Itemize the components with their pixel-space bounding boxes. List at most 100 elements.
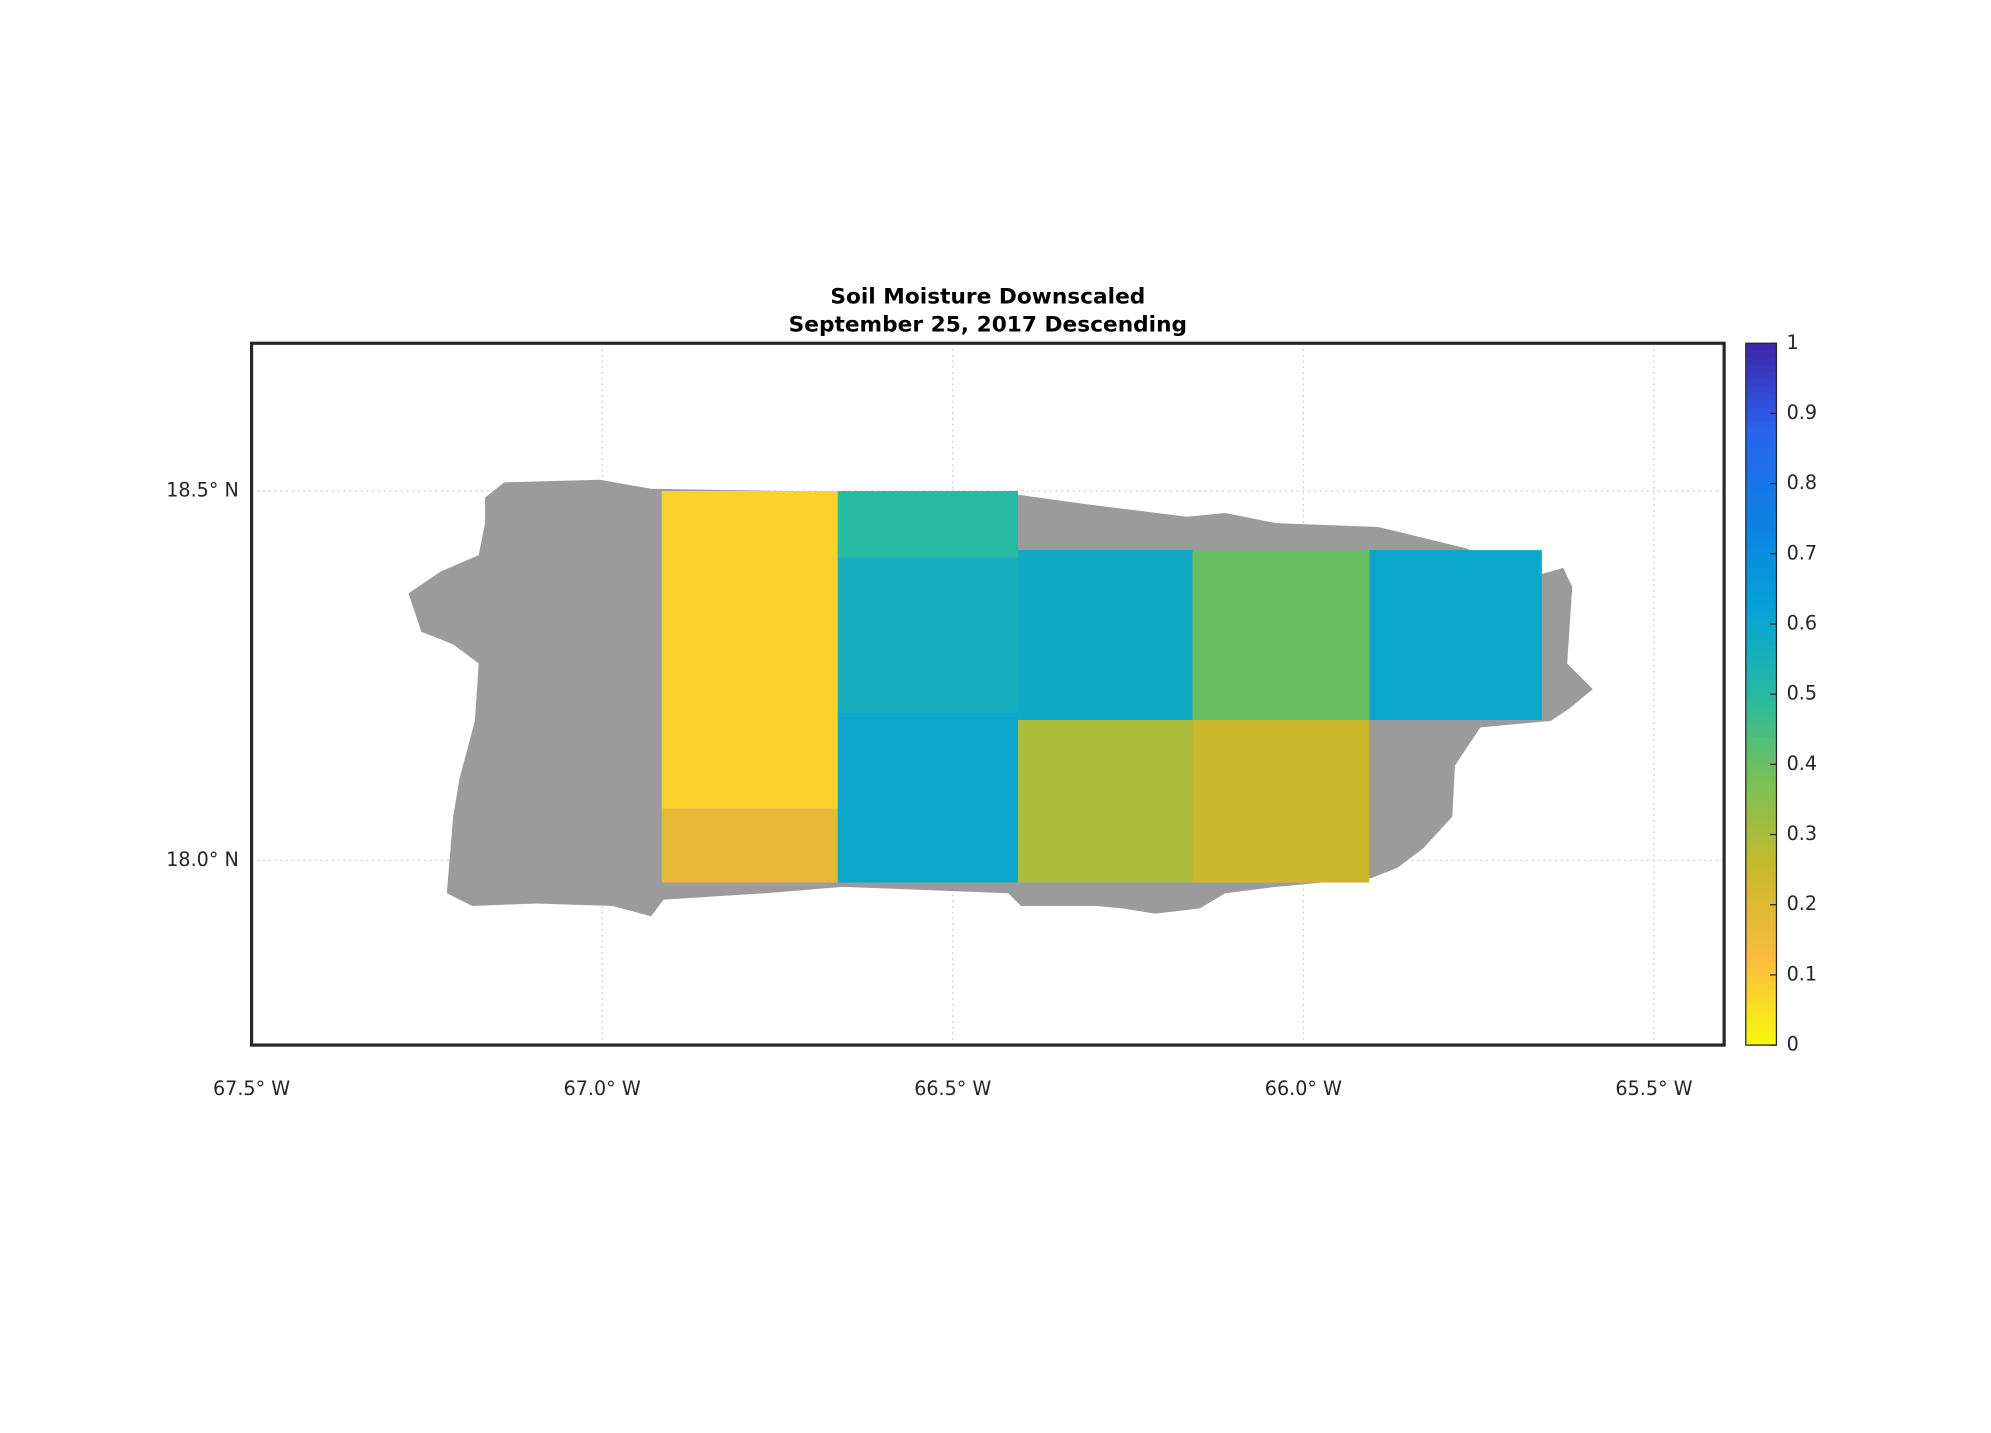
colorbar-tick-label: 0.1	[1787, 962, 1817, 985]
colorbar-step	[1745, 666, 1777, 674]
colorbar-step	[1745, 778, 1777, 787]
x-tick-label: 67.5° W	[213, 1077, 290, 1100]
colorbar-step	[1745, 883, 1777, 892]
colorbar-step	[1745, 427, 1777, 436]
colorbar-step	[1745, 708, 1777, 716]
colorbar-step	[1745, 609, 1777, 618]
colorbar-step	[1745, 1017, 1777, 1025]
colorbar-step	[1745, 581, 1777, 590]
colorbar-step	[1745, 553, 1777, 562]
colorbar-step	[1745, 645, 1777, 653]
colorbar-step	[1745, 820, 1777, 829]
colorbar-step	[1745, 890, 1777, 899]
colorbar-step	[1745, 525, 1777, 534]
colorbar-step	[1745, 532, 1777, 541]
colorbar-step	[1745, 385, 1777, 394]
colorbar-step	[1745, 476, 1777, 485]
colorbar-step	[1745, 448, 1777, 457]
colorbar-step	[1745, 918, 1777, 927]
colorbar-step	[1745, 595, 1777, 604]
y-tick-label: 18.0° N	[166, 848, 239, 871]
colorbar-step	[1745, 911, 1777, 920]
colorbar-step	[1745, 995, 1777, 1004]
colorbar-step	[1745, 953, 1777, 962]
colorbar-step	[1745, 518, 1777, 527]
colorbar-step	[1745, 371, 1777, 379]
colorbar-step	[1745, 364, 1777, 372]
colorbar-step	[1745, 736, 1777, 744]
colorbar-step	[1745, 827, 1777, 836]
data-cell	[661, 491, 838, 809]
colorbar-step	[1745, 785, 1777, 794]
colorbar-tick-label: 0.2	[1787, 892, 1817, 915]
colorbar-step	[1745, 967, 1777, 976]
colorbar-step	[1745, 1009, 1777, 1018]
colorbar-step	[1745, 539, 1777, 548]
colorbar-step	[1745, 406, 1777, 415]
colorbar-step	[1745, 813, 1777, 822]
colorbar-step	[1745, 497, 1777, 506]
colorbar-step	[1745, 1002, 1777, 1011]
colorbar-step	[1745, 680, 1777, 688]
colorbar-step	[1745, 869, 1777, 878]
colorbar-step	[1745, 925, 1777, 934]
colorbar-step	[1745, 722, 1777, 730]
colorbar-step	[1745, 399, 1777, 408]
colorbar-step	[1745, 567, 1777, 576]
colorbar-tick-label: 1	[1787, 331, 1799, 354]
colorbar-tick-label: 0.8	[1787, 471, 1817, 494]
colorbar-step	[1745, 504, 1777, 513]
x-tick-label: 67.0° W	[564, 1077, 641, 1100]
colorbar-step	[1745, 441, 1777, 450]
x-tick-label: 66.5° W	[914, 1077, 991, 1100]
colorbar-step	[1745, 1031, 1777, 1039]
colorbar-tick-label: 0.5	[1787, 682, 1817, 705]
colorbar-step	[1745, 750, 1777, 758]
data-cell	[837, 557, 1018, 713]
colorbar-step	[1745, 841, 1777, 850]
data-cell	[837, 712, 1018, 883]
colorbar-tick-label: 0.3	[1787, 822, 1817, 845]
colorbar-step	[1745, 574, 1777, 583]
colorbar-step	[1745, 490, 1777, 499]
colorbar-tick-label: 0.4	[1787, 752, 1817, 775]
colorbar-step	[1745, 602, 1777, 611]
colorbar-step	[1745, 939, 1777, 948]
colorbar-step	[1745, 799, 1777, 808]
colorbar-tick-label: 0	[1787, 1033, 1799, 1056]
data-cell	[1192, 720, 1370, 883]
cells	[661, 491, 1542, 883]
colorbar-tick-label: 0.6	[1787, 611, 1817, 634]
colorbar-step	[1745, 434, 1777, 443]
data-cell	[1017, 550, 1193, 721]
colorbar-step	[1745, 673, 1777, 681]
colorbar-step	[1745, 974, 1777, 983]
colorbar-step	[1745, 960, 1777, 969]
data-cell	[837, 491, 1018, 558]
colorbar-step	[1745, 946, 1777, 955]
data-cell	[1192, 550, 1370, 721]
colorbar-tick-label: 0.7	[1787, 541, 1817, 564]
colorbar-step	[1745, 862, 1777, 871]
colorbar-step	[1745, 1024, 1777, 1032]
colorbar-step	[1745, 483, 1777, 492]
colorbar-step	[1745, 743, 1777, 751]
colorbar-step	[1745, 378, 1777, 387]
colorbar-step	[1745, 715, 1777, 723]
colorbar-step	[1745, 729, 1777, 737]
colorbar-step	[1745, 511, 1777, 520]
x-tick-label: 66.0° W	[1265, 1077, 1342, 1100]
data-cell	[661, 808, 838, 883]
colorbar-step	[1745, 631, 1777, 639]
chart-subtitle: September 25, 2017 Descending	[789, 312, 1187, 337]
colorbar-step	[1745, 792, 1777, 801]
colorbar-step	[1745, 462, 1777, 471]
colorbar-tick-label: 0.9	[1787, 401, 1817, 424]
colorbar-step	[1745, 413, 1777, 422]
colorbar-step	[1745, 455, 1777, 464]
colorbar-step	[1745, 687, 1777, 695]
colorbar-step	[1745, 694, 1777, 702]
colorbar-step	[1745, 904, 1777, 913]
